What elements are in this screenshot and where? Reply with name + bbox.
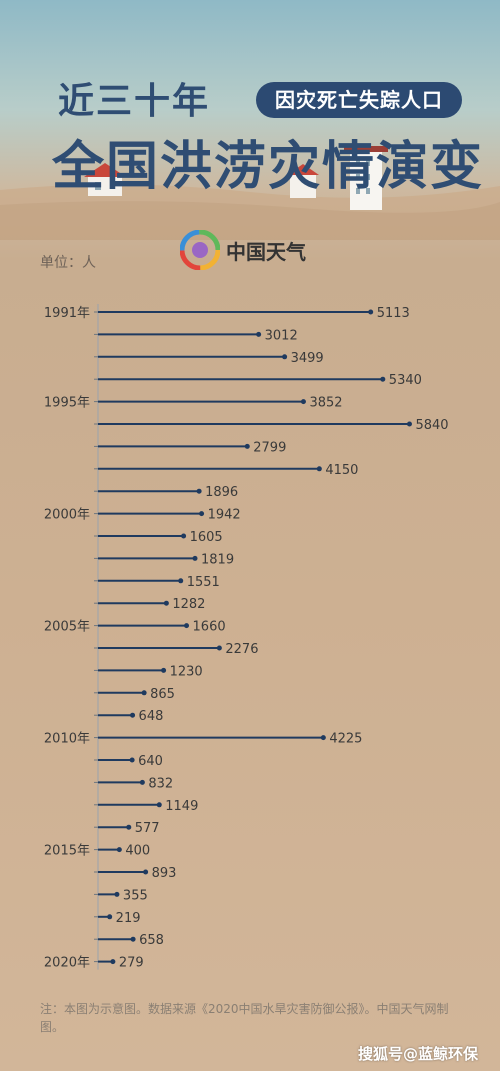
bar-end-dot-2014 bbox=[126, 824, 132, 830]
value-label-2016: 893 bbox=[152, 866, 177, 881]
year-tick-label-2000: 2000年 bbox=[44, 508, 90, 523]
value-label-2009: 648 bbox=[139, 709, 164, 724]
value-label-2020: 279 bbox=[119, 956, 144, 971]
bar-end-dot-2015 bbox=[116, 847, 122, 853]
death-toll-bar-chart: 5113 1991年 3012 3499 5340 3852 1995年 5840 2799 41… bbox=[44, 304, 449, 971]
china-weather-logo-icon bbox=[180, 230, 220, 270]
bar-end-dot-2017 bbox=[114, 891, 120, 897]
bar-end-dot-2012 bbox=[139, 779, 145, 785]
bar-end-dot-2016 bbox=[143, 869, 149, 875]
value-label-2018: 219 bbox=[116, 911, 141, 926]
bar-end-dot-2005 bbox=[184, 623, 190, 629]
subtitle-badge: 因灾死亡失踪人口 bbox=[256, 82, 462, 118]
bar-end-dot-2002 bbox=[192, 555, 198, 561]
bar-end-dot-2013 bbox=[156, 802, 162, 808]
value-label-2000: 1942 bbox=[208, 508, 241, 523]
value-label-2008: 865 bbox=[150, 687, 175, 702]
source-note: 注：本图为示意图。数据来源《2020中国水旱灾害防御公报》。中国天气网制图。 bbox=[40, 1002, 449, 1034]
value-label-2006: 2276 bbox=[225, 642, 258, 657]
value-label-1995: 3852 bbox=[309, 396, 342, 411]
value-label-1996: 5840 bbox=[415, 418, 448, 433]
value-label-1997: 2799 bbox=[253, 440, 286, 455]
value-label-2011: 640 bbox=[138, 754, 163, 769]
value-label-2004: 1282 bbox=[172, 597, 205, 612]
bar-end-dot-2007 bbox=[161, 667, 167, 673]
house-left-icon bbox=[84, 163, 126, 196]
value-label-2014: 577 bbox=[135, 821, 160, 836]
bar-end-dot-2018 bbox=[107, 914, 113, 920]
value-label-1994: 5340 bbox=[389, 373, 422, 388]
bar-end-dot-1997 bbox=[244, 443, 250, 449]
bar-end-dot-1991 bbox=[368, 309, 374, 315]
header-banner: 近三十年 因灾死亡失踪人口 全国洪涝灾情演变 bbox=[0, 0, 500, 240]
bar-end-dot-1992 bbox=[256, 331, 262, 337]
title-top: 近三十年 bbox=[58, 81, 211, 122]
value-label-2001: 1605 bbox=[190, 530, 223, 545]
year-tick-label-1995: 1995年 bbox=[44, 396, 90, 411]
value-label-1999: 1896 bbox=[205, 485, 238, 500]
bar-end-dot-2000 bbox=[199, 511, 205, 517]
bar-end-dot-2010 bbox=[320, 735, 326, 741]
bar-end-dot-1993 bbox=[282, 354, 288, 360]
value-label-2015: 400 bbox=[125, 844, 150, 859]
value-label-1991: 5113 bbox=[377, 306, 410, 321]
unit-label: 单位：人 bbox=[40, 255, 96, 271]
value-label-2005: 1660 bbox=[193, 620, 226, 635]
bar-end-dot-1998 bbox=[316, 466, 322, 472]
bar-end-dot-2009 bbox=[130, 712, 136, 718]
value-label-2012: 832 bbox=[148, 776, 173, 791]
value-label-1993: 3499 bbox=[291, 351, 324, 366]
bar-end-dot-2008 bbox=[141, 690, 147, 696]
bar-end-dot-2011 bbox=[129, 757, 135, 763]
value-label-2007: 1230 bbox=[170, 664, 203, 679]
bar-end-dot-1996 bbox=[406, 421, 412, 427]
bar-end-dot-2003 bbox=[178, 578, 184, 584]
value-label-2013: 1149 bbox=[165, 799, 198, 814]
bar-end-dot-2019 bbox=[130, 936, 136, 942]
bar-end-dot-2004 bbox=[163, 600, 169, 606]
year-tick-label-2010: 2010年 bbox=[44, 732, 90, 747]
house-middle-icon bbox=[287, 164, 319, 198]
year-tick-label-1991: 1991年 bbox=[44, 306, 90, 321]
year-tick-label-2020: 2020年 bbox=[44, 956, 90, 971]
bar-end-dot-2001 bbox=[181, 533, 187, 539]
tower-building-icon bbox=[344, 146, 388, 210]
bar-end-dot-2006 bbox=[216, 645, 222, 651]
flood-illustration bbox=[0, 146, 500, 240]
value-label-2010: 4225 bbox=[329, 732, 362, 747]
bar-end-dot-1995 bbox=[300, 399, 306, 405]
bar-end-dot-1994 bbox=[380, 376, 386, 382]
brand-name: 中国天气 bbox=[226, 240, 306, 264]
value-label-1992: 3012 bbox=[265, 328, 298, 343]
year-tick-label-2015: 2015年 bbox=[44, 844, 90, 859]
value-label-1998: 4150 bbox=[325, 463, 358, 478]
value-label-2002: 1819 bbox=[201, 552, 234, 567]
bar-end-dot-2020 bbox=[110, 959, 116, 965]
main-title: 全国洪涝灾情演变 bbox=[52, 137, 485, 197]
value-label-2003: 1551 bbox=[187, 575, 220, 590]
bar-end-dot-1999 bbox=[196, 488, 202, 494]
watermark: 搜狐号@蓝鲸环保 bbox=[358, 1045, 479, 1063]
value-label-2019: 658 bbox=[139, 933, 164, 948]
year-tick-label-2005: 2005年 bbox=[44, 620, 90, 635]
value-label-2017: 355 bbox=[123, 888, 148, 903]
